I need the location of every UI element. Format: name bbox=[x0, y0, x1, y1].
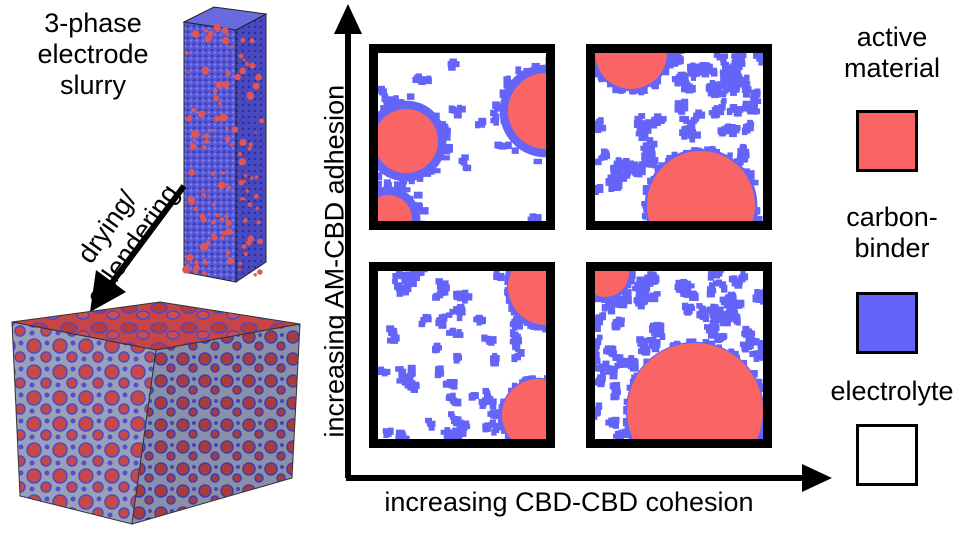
slurry-particles bbox=[182, 23, 265, 277]
legend-label-line: electrolyte bbox=[830, 376, 954, 406]
panel-bottom-right bbox=[586, 262, 772, 448]
microstructure-top-right bbox=[595, 53, 763, 221]
active-material-phase bbox=[595, 53, 755, 221]
slurry-label-line: 3-phase bbox=[44, 8, 142, 38]
legend-label-line: binder bbox=[854, 233, 930, 263]
legend-label-electrolyte: electrolyte bbox=[812, 376, 971, 407]
panel-bottom-left bbox=[369, 262, 555, 448]
legend-label-line: carbon- bbox=[846, 202, 938, 232]
legend-swatch-carbon-binder bbox=[856, 292, 918, 354]
active-material-phase bbox=[502, 271, 546, 439]
x-axis-label: increasing CBD-CBD cohesion bbox=[384, 487, 754, 517]
slurry-label: 3-phase electrode slurry bbox=[18, 8, 168, 101]
legend-swatch-active-material bbox=[856, 110, 918, 172]
legend-label-carbon-binder: carbon- binder bbox=[822, 202, 962, 264]
panel-top-right bbox=[586, 44, 772, 230]
microstructure-top-left bbox=[378, 57, 546, 221]
legend-label-line: material bbox=[843, 53, 941, 83]
microstructure-bottom-right bbox=[595, 271, 763, 439]
legend-label-active-material: active material bbox=[822, 22, 962, 84]
legend-swatch-electrolyte bbox=[856, 424, 918, 486]
legend-label-line: active bbox=[856, 22, 928, 52]
x-axis-arrowhead bbox=[802, 464, 832, 492]
slurry-label-line: slurry bbox=[60, 70, 126, 100]
active-material-phase bbox=[378, 73, 546, 221]
active-material-phase bbox=[595, 271, 763, 439]
y-axis-label: increasing AM-CBD adhesion bbox=[319, 84, 350, 438]
panel-top-left bbox=[369, 44, 555, 230]
slurry-label-line: electrode bbox=[37, 39, 149, 69]
y-axis-arrowhead bbox=[334, 4, 362, 34]
microstructure-bottom-left bbox=[378, 271, 546, 439]
